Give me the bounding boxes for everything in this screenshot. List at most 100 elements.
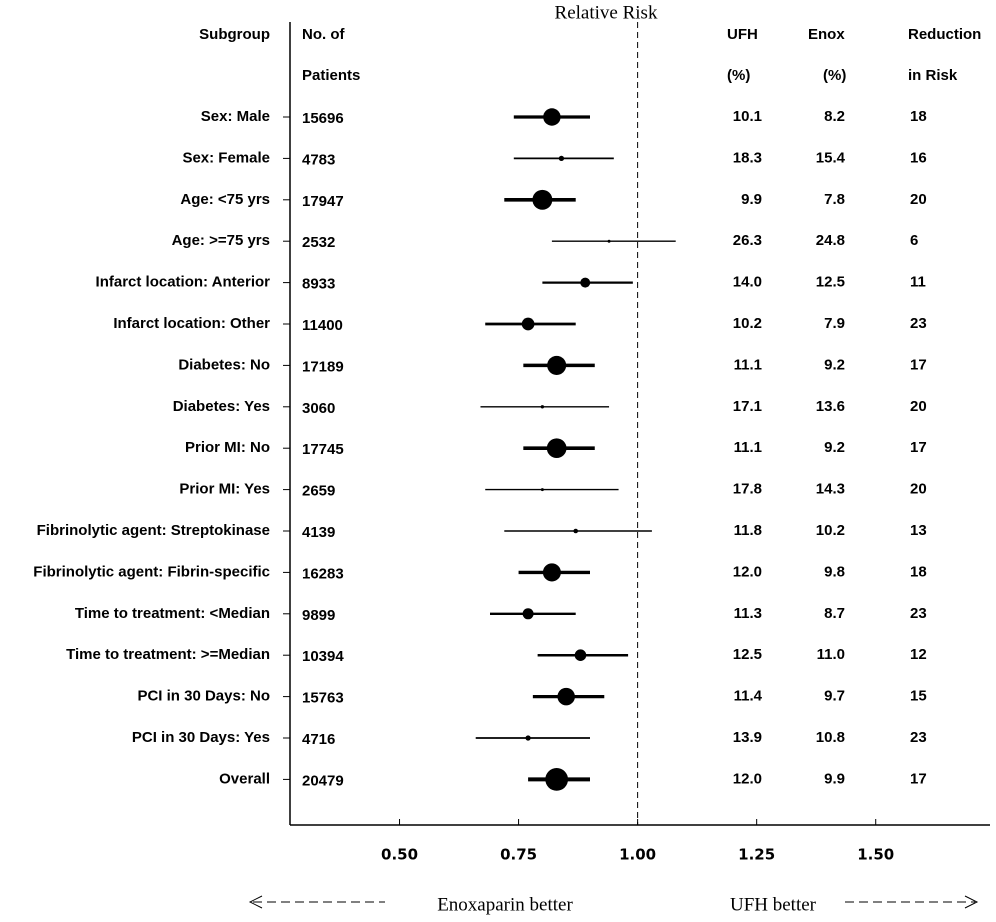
header: Subgroup	[199, 26, 270, 43]
ufh-rate: 12.5	[733, 646, 762, 663]
patients: 16283	[302, 565, 344, 582]
enox-rate: 9.2	[824, 439, 845, 456]
patients: 4783	[302, 151, 335, 168]
enox-rate: 15.4	[816, 149, 846, 166]
header: Reduction	[908, 26, 981, 43]
reduction: 20	[910, 191, 927, 208]
patients: 15763	[302, 690, 344, 707]
enox-rate: 12.5	[816, 274, 845, 291]
ufh-rate: 12.0	[733, 770, 762, 787]
x-tick-label: 1.00	[619, 846, 656, 864]
enox-rate: 9.7	[824, 688, 845, 705]
enox-rate: 13.6	[816, 398, 845, 415]
header: (%)	[823, 67, 846, 84]
subgroup-label: Infarct location: Other	[113, 315, 270, 332]
patients: 15696	[302, 110, 344, 127]
reduction: 20	[910, 481, 927, 498]
enox-rate: 7.8	[824, 191, 845, 208]
ufh-rate: 11.1	[734, 356, 762, 373]
patients: 11400	[302, 317, 343, 334]
header: Patients	[302, 67, 360, 84]
x-tick-label: 1.25	[738, 846, 775, 864]
point-estimate	[558, 155, 565, 162]
header: in Risk	[908, 67, 958, 84]
patients: 4716	[302, 731, 335, 748]
point-estimate	[547, 355, 567, 375]
reduction: 13	[910, 522, 927, 539]
patients: 2532	[302, 234, 335, 251]
enox-rate: 8.7	[824, 605, 845, 622]
ufh-rate: 10.2	[733, 315, 762, 332]
x-tick-label: 0.75	[500, 846, 537, 864]
x-tick-label: 0.50	[381, 846, 418, 864]
x-tick-label: 1.50	[857, 846, 894, 864]
reduction: 11	[910, 274, 926, 291]
point-estimate	[574, 649, 587, 661]
ufh-rate: 17.8	[733, 481, 762, 498]
enox-rate: 24.8	[816, 232, 845, 249]
subgroup-label: Sex: Male	[201, 108, 270, 125]
ufh-rate: 18.3	[733, 149, 762, 166]
arrow-head	[964, 895, 979, 909]
ufh-rate: 13.9	[733, 729, 762, 746]
patients: 17947	[302, 193, 344, 210]
point-estimate	[532, 189, 553, 210]
right-note: UFH better	[730, 894, 817, 915]
patients: 20479	[302, 772, 344, 789]
point-estimate	[542, 563, 561, 582]
ufh-rate: 10.1	[733, 108, 762, 125]
ufh-rate: 11.1	[734, 439, 762, 456]
enox-rate: 9.8	[824, 563, 845, 580]
patients: 17745	[302, 441, 344, 458]
patients: 2659	[302, 483, 335, 500]
enox-rate: 7.9	[824, 315, 845, 332]
point-estimate	[557, 687, 575, 706]
enox-rate: 9.9	[824, 770, 845, 787]
subgroup-label: Time to treatment: >=Median	[66, 646, 270, 663]
chart-title: Relative Risk	[555, 2, 658, 23]
subgroup-label: Sex: Female	[182, 149, 270, 166]
point-estimate	[522, 608, 534, 620]
enox-rate: 11.0	[817, 646, 845, 663]
reduction: 16	[910, 149, 927, 166]
patients: 9899	[302, 607, 335, 624]
header: (%)	[727, 67, 750, 84]
point-estimate	[607, 239, 611, 243]
point-estimate	[573, 528, 579, 534]
patients: 3060	[302, 400, 335, 417]
ufh-rate: 12.0	[733, 563, 762, 580]
header: UFH	[727, 26, 758, 43]
reduction: 18	[910, 563, 927, 580]
ufh-rate: 11.4	[734, 688, 763, 705]
subgroup-label: Diabetes: Yes	[173, 398, 270, 415]
point-estimate	[580, 277, 591, 288]
point-estimate	[543, 108, 561, 126]
patients: 8933	[302, 276, 335, 293]
point-estimate	[545, 768, 569, 791]
reduction: 18	[910, 108, 927, 125]
enox-rate: 10.2	[816, 522, 845, 539]
reduction: 23	[910, 315, 927, 332]
subgroup-label: Time to treatment: <Median	[75, 605, 270, 622]
enox-rate: 10.8	[816, 729, 845, 746]
subgroup-label: Prior MI: Yes	[179, 481, 270, 498]
header: No. of	[302, 26, 345, 43]
enox-rate: 9.2	[824, 356, 845, 373]
ufh-rate: 11.8	[734, 522, 762, 539]
subgroup-label: Fibrinolytic agent: Fibrin-specific	[33, 563, 270, 580]
patients: 10394	[302, 648, 344, 665]
subgroup-label: Age: <75 yrs	[180, 191, 270, 208]
ufh-rate: 14.0	[733, 274, 762, 291]
subgroup-label: Age: >=75 yrs	[172, 232, 270, 249]
point-estimate	[540, 405, 545, 409]
reduction: 17	[910, 770, 927, 787]
subgroup-label: Infarct location: Anterior	[96, 274, 271, 291]
point-estimate	[546, 438, 567, 459]
point-estimate	[525, 735, 531, 741]
subgroup-label: Overall	[219, 770, 270, 787]
left-note: Enoxaparin better	[437, 894, 573, 915]
subgroup-label: PCI in 30 Days: No	[137, 688, 270, 705]
reduction: 6	[910, 232, 918, 249]
